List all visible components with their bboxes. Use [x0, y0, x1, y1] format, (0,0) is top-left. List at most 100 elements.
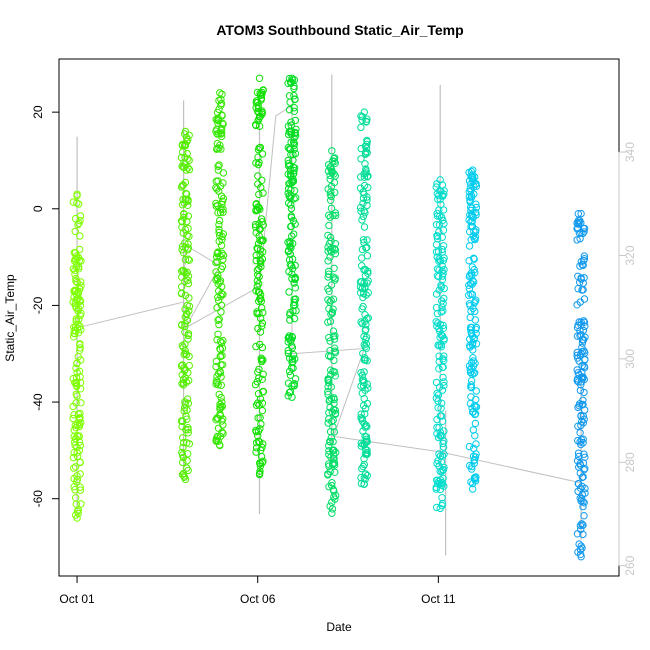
- data-point: [76, 232, 84, 240]
- data-point: [258, 218, 266, 226]
- data-point: [287, 166, 295, 174]
- data-point: [285, 332, 293, 340]
- data-point: [70, 464, 78, 472]
- data-point: [182, 412, 190, 420]
- data-point: [216, 345, 224, 353]
- data-point: [214, 296, 223, 305]
- data-point: [217, 126, 225, 134]
- data-point: [328, 509, 336, 517]
- data-point: [359, 293, 367, 302]
- data-point: [432, 240, 441, 249]
- data-point: [439, 363, 447, 371]
- data-point: [432, 248, 441, 256]
- data-point: [328, 481, 336, 490]
- data-point: [331, 368, 339, 376]
- data-point: [214, 248, 222, 256]
- data-point: [435, 255, 443, 263]
- data-point: [433, 253, 441, 261]
- data-point: [285, 288, 293, 296]
- data-point: [331, 274, 339, 282]
- data-point: [218, 119, 227, 128]
- data-point: [467, 323, 475, 332]
- data-point: [219, 415, 227, 423]
- data-point: [470, 459, 478, 467]
- data-point: [439, 324, 448, 332]
- data-point: [364, 277, 372, 285]
- data-point: [362, 165, 370, 173]
- data-point: [77, 282, 85, 290]
- data-point: [258, 319, 267, 327]
- data-point: [254, 324, 262, 333]
- data-point: [180, 210, 188, 218]
- data-point: [215, 105, 223, 114]
- data-point: [184, 240, 192, 248]
- data-point: [76, 297, 85, 305]
- data-point: [576, 545, 585, 554]
- data-point: [580, 295, 589, 303]
- data-point: [218, 402, 226, 411]
- data-point: [359, 302, 367, 311]
- data-point: [467, 206, 475, 215]
- data-point: [284, 246, 293, 255]
- data-point: [259, 308, 267, 317]
- data-point: [72, 364, 80, 372]
- data-point: [437, 404, 445, 412]
- data-point: [291, 375, 300, 383]
- data-point: [284, 170, 292, 178]
- data-point: [357, 123, 365, 132]
- data-point: [217, 145, 225, 153]
- data-point: [214, 114, 222, 122]
- data-point: [76, 483, 84, 491]
- data-point: [471, 173, 479, 181]
- data-point: [574, 480, 583, 488]
- data-point: [576, 262, 584, 270]
- data-point: [324, 388, 332, 396]
- data-point: [287, 192, 295, 200]
- data-point: [73, 472, 81, 480]
- data-point: [438, 386, 447, 394]
- data-point: [325, 447, 333, 455]
- data-point: [212, 276, 220, 284]
- data-point: [181, 268, 189, 276]
- y2-axis: 260 280 300 320 340: [618, 142, 637, 576]
- data-point: [286, 250, 295, 258]
- data-point: [328, 479, 336, 487]
- data-point: [70, 438, 79, 446]
- data-point: [328, 165, 336, 174]
- data-point: [466, 461, 474, 470]
- data-point: [331, 209, 340, 217]
- data-point: [359, 462, 367, 471]
- data-point: [180, 163, 189, 172]
- data-point: [438, 399, 446, 407]
- x-tick-label: Oct 06: [240, 592, 276, 606]
- data-point: [361, 327, 370, 335]
- data-point: [326, 438, 334, 446]
- data-point: [184, 369, 192, 377]
- data-point: [472, 395, 480, 404]
- data-point: [215, 161, 223, 169]
- data-point: [184, 279, 193, 288]
- data-point: [326, 467, 334, 476]
- data-point: [362, 340, 370, 348]
- data-point: [469, 426, 477, 434]
- data-point: [472, 440, 480, 448]
- data-point: [574, 487, 582, 496]
- data-point: [438, 297, 446, 305]
- data-point: [285, 92, 294, 100]
- data-point: [326, 428, 335, 436]
- data-point: [76, 245, 84, 254]
- data-point: [72, 277, 80, 285]
- data-point: [214, 201, 222, 210]
- data-point: [74, 352, 82, 361]
- data-point: [284, 392, 292, 400]
- data-point: [251, 121, 260, 129]
- data-point: [185, 294, 193, 302]
- data-point: [185, 376, 193, 385]
- data-point: [218, 197, 227, 205]
- data-point: [257, 446, 265, 454]
- data-point: [255, 365, 263, 373]
- data-point: [257, 96, 265, 104]
- data-point: [579, 435, 587, 443]
- data-point: [213, 253, 221, 261]
- data-point: [472, 200, 480, 208]
